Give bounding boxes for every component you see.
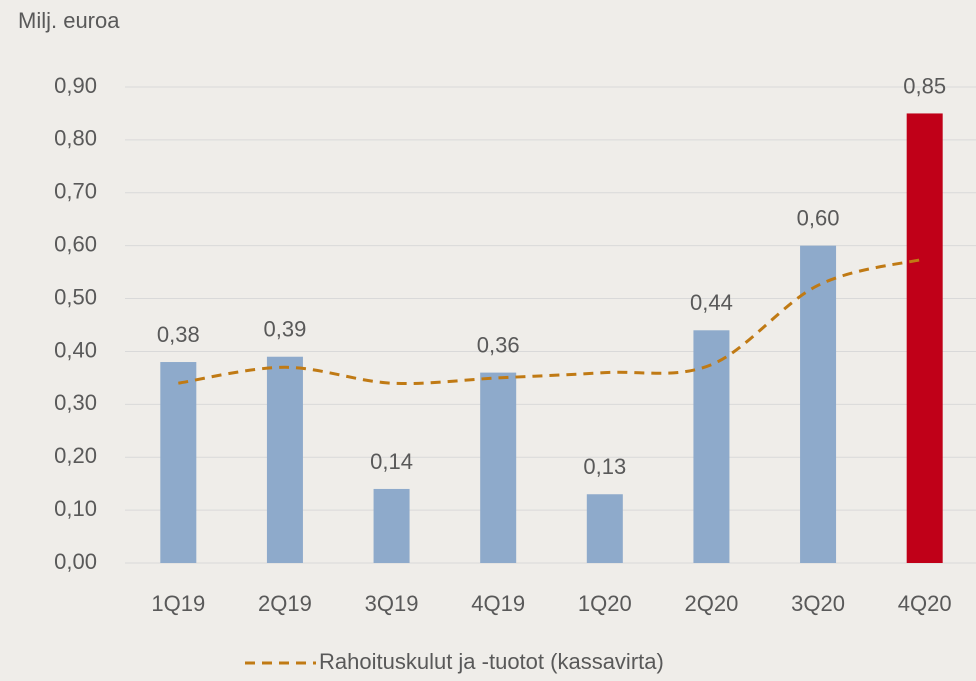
y-tick-label: 0,40 xyxy=(54,337,97,362)
y-tick-label: 0,90 xyxy=(54,73,97,98)
y-tick-label: 0,70 xyxy=(54,179,97,204)
bar xyxy=(906,113,943,563)
x-tick-label: 3Q20 xyxy=(791,591,845,616)
y-tick-label: 0,00 xyxy=(54,549,97,574)
x-tick-label: 1Q20 xyxy=(578,591,632,616)
data-label: 0,36 xyxy=(477,332,520,357)
data-label: 0,39 xyxy=(264,317,307,342)
data-label: 0,13 xyxy=(583,454,626,479)
y-tick-label: 0,30 xyxy=(54,390,97,415)
x-tick-label: 4Q20 xyxy=(898,591,952,616)
bar xyxy=(800,245,837,563)
data-label: 0,60 xyxy=(797,205,840,230)
y-tick-label: 0,50 xyxy=(54,284,97,309)
bar xyxy=(373,488,410,563)
x-tick-label: 2Q20 xyxy=(685,591,739,616)
y-tick-label: 0,20 xyxy=(54,443,97,468)
data-label: 0,44 xyxy=(690,290,733,315)
bar xyxy=(160,362,197,563)
x-tick-label: 4Q19 xyxy=(471,591,525,616)
line xyxy=(178,257,926,386)
bar xyxy=(480,372,517,563)
bar xyxy=(586,494,623,563)
x-tick-label: 1Q19 xyxy=(151,591,205,616)
y-axis-label: Milj. euroa xyxy=(18,8,120,33)
data-label: 0,14 xyxy=(370,449,413,474)
data-label: 0,38 xyxy=(157,322,200,347)
x-tick-label: 2Q19 xyxy=(258,591,312,616)
y-tick-label: 0,80 xyxy=(54,126,97,151)
legend-label: Rahoituskulut ja -tuotot (kassavirta) xyxy=(319,649,664,674)
bar xyxy=(693,330,730,563)
x-tick-label: 3Q19 xyxy=(365,591,419,616)
data-label: 0,85 xyxy=(903,73,946,98)
y-tick-label: 0,10 xyxy=(54,496,97,521)
bar xyxy=(266,356,303,563)
y-tick-label: 0,60 xyxy=(54,231,97,256)
